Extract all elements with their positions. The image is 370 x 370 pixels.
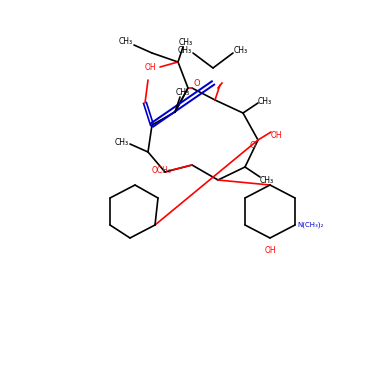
Text: OCH₃: OCH₃ [152, 165, 172, 175]
Text: OH: OH [144, 63, 156, 71]
Text: CH₃: CH₃ [260, 175, 274, 185]
Text: CH₃: CH₃ [115, 138, 129, 147]
Text: CH₃: CH₃ [176, 87, 190, 97]
Text: O: O [250, 141, 256, 149]
Text: N(CH₃)₂: N(CH₃)₂ [298, 222, 324, 228]
Text: CH₃: CH₃ [119, 37, 133, 46]
Text: CH₃: CH₃ [258, 97, 272, 105]
Text: OH: OH [264, 246, 276, 255]
Text: CH₃: CH₃ [234, 46, 248, 54]
Text: OH: OH [270, 131, 282, 139]
Text: CH₃: CH₃ [179, 37, 193, 47]
Text: O: O [194, 78, 200, 87]
Text: CH₃: CH₃ [178, 46, 192, 54]
